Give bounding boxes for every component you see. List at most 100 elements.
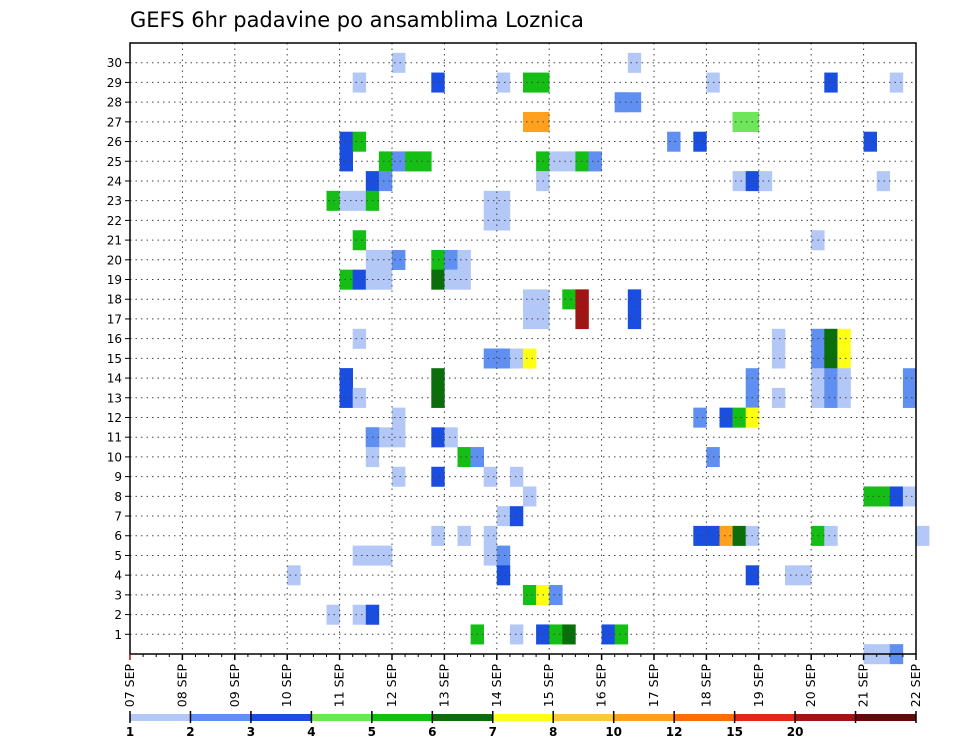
y-tick-label: 27 <box>107 115 122 129</box>
precip-cell <box>693 407 707 428</box>
precip-cell <box>392 151 406 172</box>
y-tick-label: 17 <box>107 312 122 326</box>
precip-cell <box>523 111 537 132</box>
x-tick-label: 21 SEP <box>856 664 871 708</box>
precip-cell <box>523 585 537 606</box>
y-tick-label: 7 <box>114 510 122 524</box>
colorbar-swatch <box>130 714 191 721</box>
colorbar-label: 3 <box>247 725 255 739</box>
precip-cell <box>523 309 537 330</box>
x-tick-label: 19 SEP <box>751 664 766 708</box>
precip-cell <box>824 328 838 349</box>
x-tick-label: 15 SEP <box>541 664 556 708</box>
precip-cell <box>771 348 786 369</box>
precip-cell <box>627 309 642 330</box>
precip-cell <box>719 525 733 546</box>
precip-cell <box>588 151 602 172</box>
precip-cell <box>496 72 511 93</box>
precip-cell <box>352 387 367 408</box>
precip-cell <box>392 249 406 270</box>
colorbar-label: 12 <box>666 725 683 739</box>
precip-cell <box>876 486 891 507</box>
y-tick-label: 28 <box>107 96 122 110</box>
precip-cell <box>496 348 511 369</box>
precip-cell <box>549 151 563 172</box>
colorbar-label: 4 <box>307 725 315 739</box>
precip-cell <box>863 131 877 152</box>
precip-cell <box>352 604 367 625</box>
y-tick-label: 12 <box>107 411 122 425</box>
colorbar-swatch <box>795 714 856 721</box>
precip-cell <box>392 52 406 73</box>
precip-cell <box>509 348 524 369</box>
y-tick-label: 23 <box>107 194 122 208</box>
precip-cell <box>562 289 576 310</box>
x-tick-label: 13 SEP <box>436 664 451 708</box>
precip-cell <box>509 506 524 527</box>
precip-cell <box>732 171 746 192</box>
precip-cell <box>627 52 642 73</box>
y-tick-label: 20 <box>107 253 122 267</box>
precip-cell <box>719 407 733 428</box>
precip-cell <box>392 427 406 448</box>
precip-cell <box>378 269 393 290</box>
y-tick-label: 10 <box>107 450 122 464</box>
y-tick-label: 14 <box>107 372 122 386</box>
precip-cell <box>339 190 353 211</box>
precip-cell <box>837 368 851 389</box>
precip-cell <box>863 486 877 507</box>
precip-cell <box>378 151 393 172</box>
y-tick-label: 29 <box>107 76 122 90</box>
precip-cell <box>339 387 353 408</box>
colorbar-swatch <box>190 714 252 721</box>
x-tick-label: 08 SEP <box>174 664 189 708</box>
precip-cell <box>444 269 458 290</box>
y-tick-label: 19 <box>107 273 122 287</box>
colorbar-label: 5 <box>368 725 376 739</box>
y-tick-label: 8 <box>114 490 122 504</box>
colorbar-swatch <box>553 714 615 721</box>
precip-cell <box>444 249 458 270</box>
chart-title: GEFS 6hr padavine po ansamblima Loznica <box>130 8 584 32</box>
grid-lines <box>130 43 916 654</box>
colorbar-label: 2 <box>186 725 194 739</box>
y-tick-label: 16 <box>107 332 122 346</box>
colorbar-label: 15 <box>726 725 743 739</box>
x-tick-label: 16 SEP <box>594 664 609 708</box>
x-tick-label: 17 SEP <box>646 664 661 708</box>
colorbar-swatch <box>311 714 373 721</box>
precip-cell <box>457 525 471 546</box>
precip-cell <box>352 230 367 251</box>
y-tick-label: 30 <box>107 56 122 70</box>
precip-cell <box>693 131 707 152</box>
y-tick-label: 9 <box>114 470 122 484</box>
x-tick-label: 12 SEP <box>384 664 399 708</box>
precip-cell <box>562 624 576 645</box>
precip-cell <box>483 466 498 487</box>
precip-cell <box>614 624 629 645</box>
colorbar-swatch <box>734 714 796 721</box>
precip-cell <box>496 545 511 566</box>
x-tick-label: 07 SEP <box>122 664 137 708</box>
precip-cell <box>392 466 406 487</box>
precip-cell <box>444 427 458 448</box>
precip-cell <box>837 348 851 369</box>
precip-cell <box>352 545 367 566</box>
colorbar-swatch <box>855 714 917 721</box>
y-tick-label: 5 <box>114 549 122 563</box>
precip-cell <box>496 565 511 586</box>
colorbar-label: 8 <box>549 725 557 739</box>
precip-cell <box>496 190 511 211</box>
precip-cell <box>614 92 629 113</box>
precip-cell <box>667 131 681 152</box>
precip-cell <box>758 171 773 192</box>
x-tick-label: 10 SEP <box>279 664 294 708</box>
colorbar-label: 20 <box>787 725 804 739</box>
precip-cell <box>483 545 498 566</box>
precip-cell <box>339 269 353 290</box>
colorbar-swatch <box>613 714 675 721</box>
y-tick-label: 2 <box>114 608 122 622</box>
precip-cell <box>326 190 340 211</box>
precip-cell <box>824 72 838 93</box>
